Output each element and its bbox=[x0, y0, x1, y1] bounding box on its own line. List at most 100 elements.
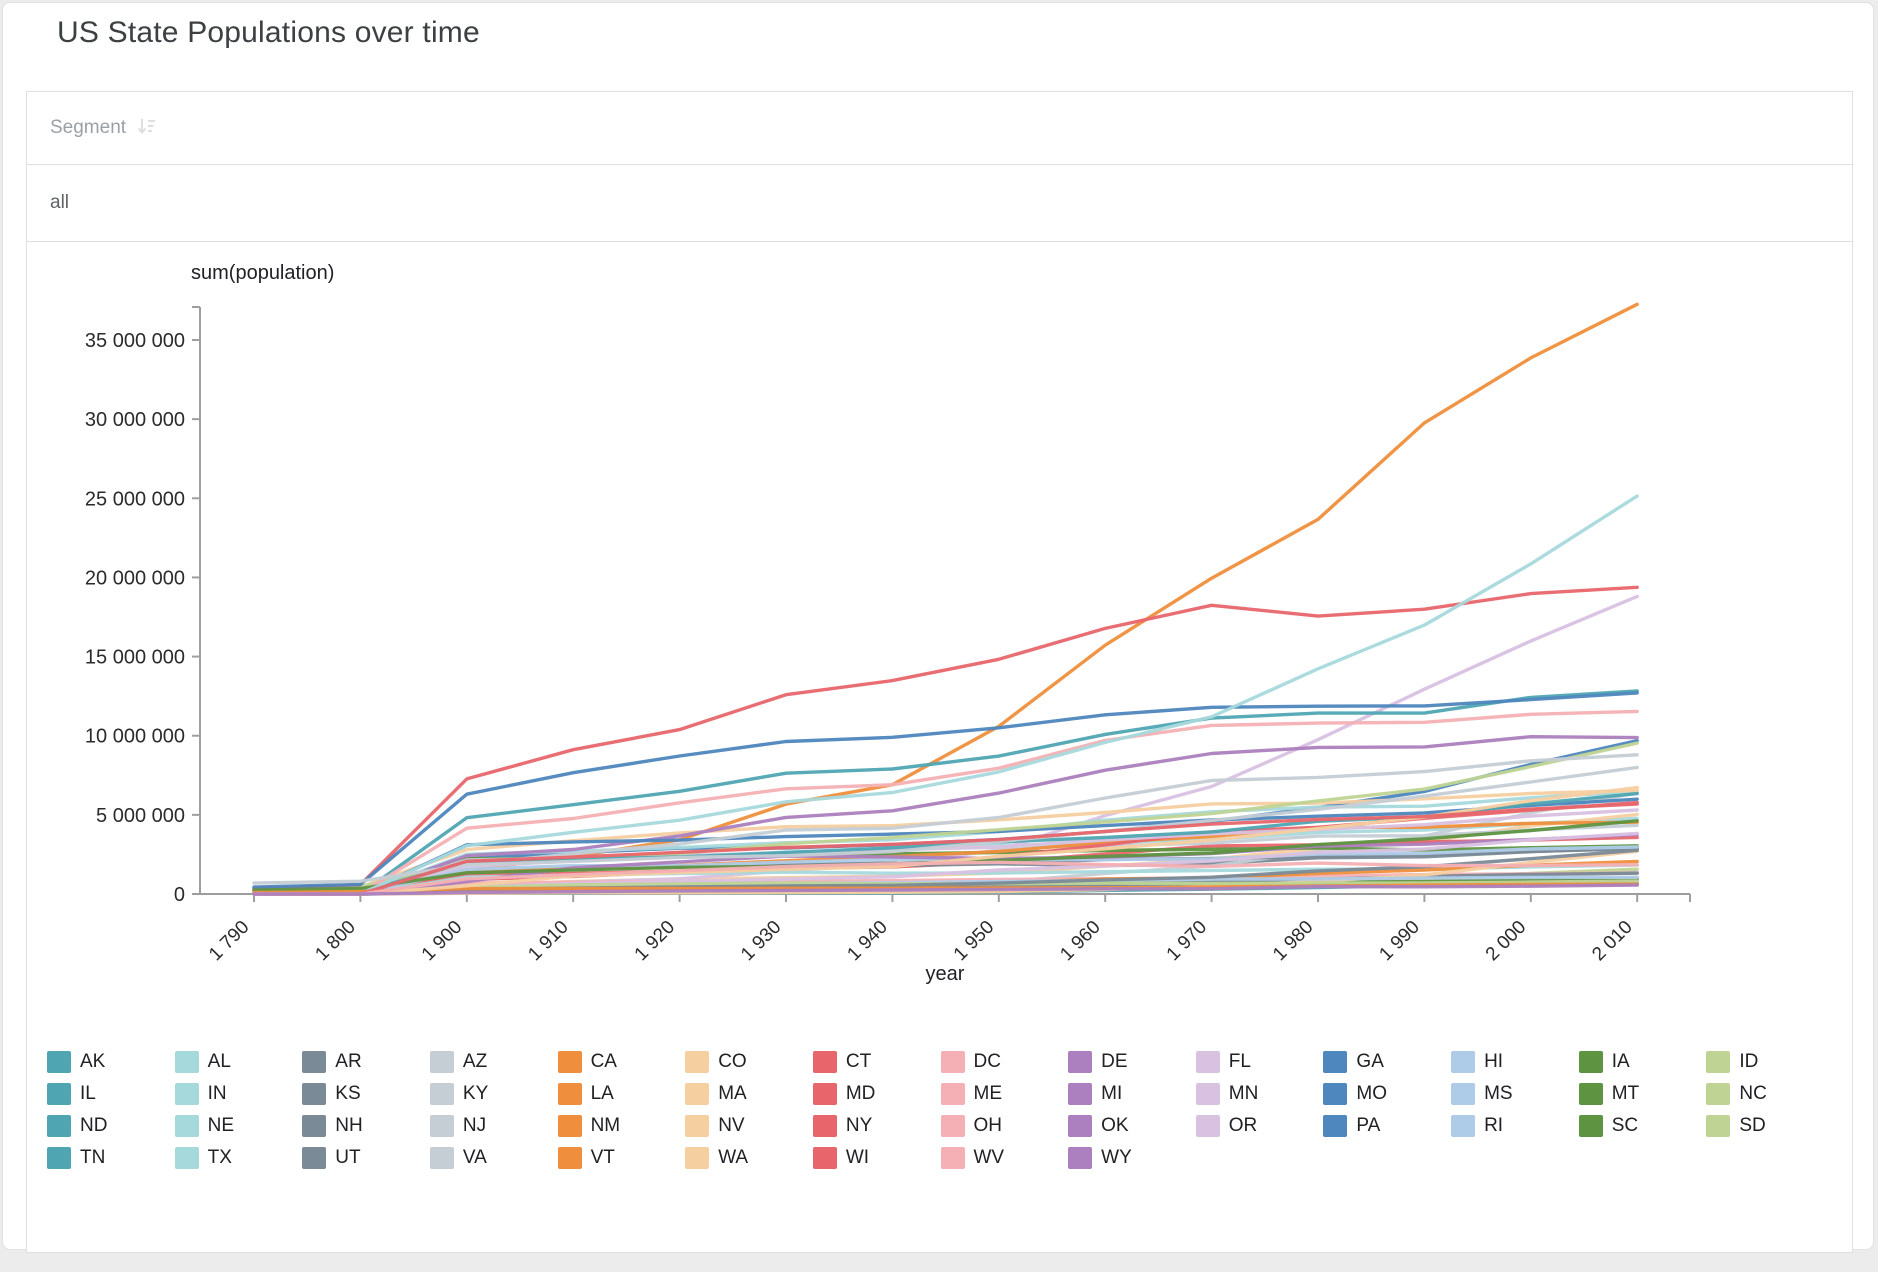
chart-line-TX[interactable] bbox=[252, 494, 1639, 896]
sort-descending-icon[interactable] bbox=[136, 115, 158, 142]
legend-item-SD[interactable]: SD bbox=[1706, 1114, 1834, 1137]
legend-label: ND bbox=[80, 1114, 108, 1136]
legend-item-MN[interactable]: MN bbox=[1195, 1082, 1324, 1105]
y-tick-label: 30 000 000 bbox=[85, 409, 185, 431]
x-tick-label: 1 910 bbox=[524, 917, 572, 965]
legend-item-IA[interactable]: IA bbox=[1578, 1050, 1707, 1073]
y-tick-label: 10 000 000 bbox=[85, 726, 185, 748]
chart-line-PA[interactable] bbox=[252, 691, 1639, 889]
legend-item-OK[interactable]: OK bbox=[1068, 1114, 1196, 1137]
segment-row-all[interactable]: all bbox=[27, 165, 1852, 242]
legend-item-CT[interactable]: CT bbox=[812, 1050, 941, 1073]
x-tick-label: 1 900 bbox=[418, 917, 466, 965]
legend-label: MN bbox=[1228, 1082, 1259, 1104]
y-tick-label: 5 000 000 bbox=[96, 805, 185, 827]
x-tick-label: 2 000 bbox=[1482, 917, 1530, 965]
segment-column-header[interactable]: Segment bbox=[27, 92, 1852, 165]
legend-item-NH[interactable]: NH bbox=[302, 1114, 430, 1137]
legend-item-OH[interactable]: OH bbox=[940, 1114, 1069, 1137]
legend-item-NY[interactable]: NY bbox=[812, 1114, 941, 1137]
legend-item-UT[interactable]: UT bbox=[302, 1146, 430, 1169]
chart-line-NY[interactable] bbox=[252, 585, 1639, 891]
legend-item-NJ[interactable]: NJ bbox=[429, 1114, 558, 1137]
legend-item-LA[interactable]: LA bbox=[557, 1082, 686, 1105]
chart-line-WY[interactable] bbox=[252, 883, 1639, 896]
segment-row-value: all bbox=[50, 192, 70, 213]
legend-item-MA[interactable]: MA bbox=[685, 1082, 813, 1105]
legend-swatch bbox=[685, 1050, 710, 1073]
legend-item-AZ[interactable]: AZ bbox=[429, 1050, 558, 1073]
legend-label: MS bbox=[1484, 1082, 1513, 1104]
legend-item-TN[interactable]: TN bbox=[47, 1146, 175, 1169]
legend-item-DE[interactable]: DE bbox=[1068, 1050, 1196, 1073]
legend-item-SC[interactable]: SC bbox=[1578, 1114, 1707, 1137]
legend-item-NE[interactable]: NE bbox=[174, 1114, 303, 1137]
chart-line-OH[interactable] bbox=[252, 709, 1639, 896]
legend-item-MT[interactable]: MT bbox=[1578, 1082, 1707, 1105]
legend-item-IL[interactable]: IL bbox=[47, 1082, 175, 1105]
legend-item-IN[interactable]: IN bbox=[174, 1082, 303, 1105]
legend-item-OR[interactable]: OR bbox=[1195, 1114, 1324, 1137]
legend-item-MD[interactable]: MD bbox=[812, 1082, 941, 1105]
legend-item-WI[interactable]: WI bbox=[812, 1146, 941, 1169]
legend-item-NC[interactable]: NC bbox=[1706, 1082, 1834, 1105]
legend-item-VT[interactable]: VT bbox=[557, 1146, 686, 1169]
legend-swatch bbox=[1195, 1082, 1220, 1105]
legend-item-KY[interactable]: KY bbox=[429, 1082, 558, 1105]
legend-swatch bbox=[47, 1114, 71, 1137]
segment-header-label: Segment bbox=[50, 117, 127, 138]
legend-item-FL[interactable]: FL bbox=[1195, 1050, 1324, 1073]
legend-swatch bbox=[1068, 1050, 1093, 1073]
legend-swatch bbox=[1068, 1114, 1093, 1137]
chart-line-VA[interactable] bbox=[252, 765, 1639, 885]
legend-label: FL bbox=[1228, 1050, 1251, 1072]
chart-line-IL[interactable] bbox=[252, 689, 1639, 896]
legend-item-ME[interactable]: ME bbox=[940, 1082, 1069, 1105]
legend-swatch bbox=[1706, 1050, 1731, 1073]
legend-item-AL[interactable]: AL bbox=[174, 1050, 303, 1073]
legend-item-NM[interactable]: NM bbox=[557, 1114, 686, 1137]
chart-line-WI[interactable] bbox=[252, 802, 1639, 896]
legend-swatch bbox=[47, 1082, 71, 1105]
legend-swatch bbox=[1323, 1114, 1348, 1137]
legend-item-VA[interactable]: VA bbox=[429, 1146, 558, 1169]
legend-swatch bbox=[940, 1050, 965, 1073]
legend-item-HI[interactable]: HI bbox=[1451, 1050, 1579, 1073]
legend-label: SC bbox=[1611, 1114, 1639, 1136]
legend-item-NV[interactable]: NV bbox=[685, 1114, 813, 1137]
legend-item-CO[interactable]: CO bbox=[685, 1050, 813, 1073]
legend-item-ND[interactable]: ND bbox=[47, 1114, 175, 1137]
legend-item-TX[interactable]: TX bbox=[174, 1146, 303, 1169]
chart-line-WV[interactable] bbox=[252, 860, 1639, 896]
legend-item-MI[interactable]: MI bbox=[1068, 1082, 1196, 1105]
legend-item-KS[interactable]: KS bbox=[302, 1082, 430, 1105]
legend-label: RI bbox=[1484, 1114, 1504, 1136]
legend-item-GA[interactable]: GA bbox=[1323, 1050, 1451, 1073]
legend-item-MO[interactable]: MO bbox=[1323, 1082, 1451, 1105]
legend-item-WY[interactable]: WY bbox=[1068, 1146, 1196, 1169]
legend-item-MS[interactable]: MS bbox=[1451, 1082, 1579, 1105]
segment-chart-panel: Segment all 0 5 000 000 10 000 000 15 000 0… bbox=[26, 91, 1853, 1253]
legend-label: WI bbox=[845, 1146, 870, 1168]
legend-item-AK[interactable]: AK bbox=[47, 1050, 175, 1073]
legend-label: AR bbox=[335, 1050, 362, 1072]
legend-label: CA bbox=[590, 1050, 617, 1072]
page-title: US State Populations over time bbox=[57, 16, 480, 49]
legend-item-ID[interactable]: ID bbox=[1706, 1050, 1834, 1073]
legend-label: GA bbox=[1356, 1050, 1384, 1072]
legend-swatch bbox=[812, 1082, 837, 1105]
legend-label: OK bbox=[1101, 1114, 1129, 1136]
legend-item-RI[interactable]: RI bbox=[1451, 1114, 1579, 1137]
legend-label: KY bbox=[462, 1082, 489, 1104]
legend-item-PA[interactable]: PA bbox=[1323, 1114, 1451, 1137]
legend-item-AR[interactable]: AR bbox=[302, 1050, 430, 1073]
legend-item-DC[interactable]: DC bbox=[940, 1050, 1069, 1073]
chart-line-MI[interactable] bbox=[252, 735, 1639, 896]
legend-item-WA[interactable]: WA bbox=[685, 1146, 813, 1169]
y-axis-title: sum(population) bbox=[191, 262, 334, 284]
legend-swatch bbox=[302, 1114, 327, 1137]
y-tick-label: 25 000 000 bbox=[85, 488, 185, 510]
legend-item-CA[interactable]: CA bbox=[557, 1050, 686, 1073]
legend-item-WV[interactable]: WV bbox=[940, 1146, 1069, 1169]
legend-swatch bbox=[1706, 1082, 1731, 1105]
